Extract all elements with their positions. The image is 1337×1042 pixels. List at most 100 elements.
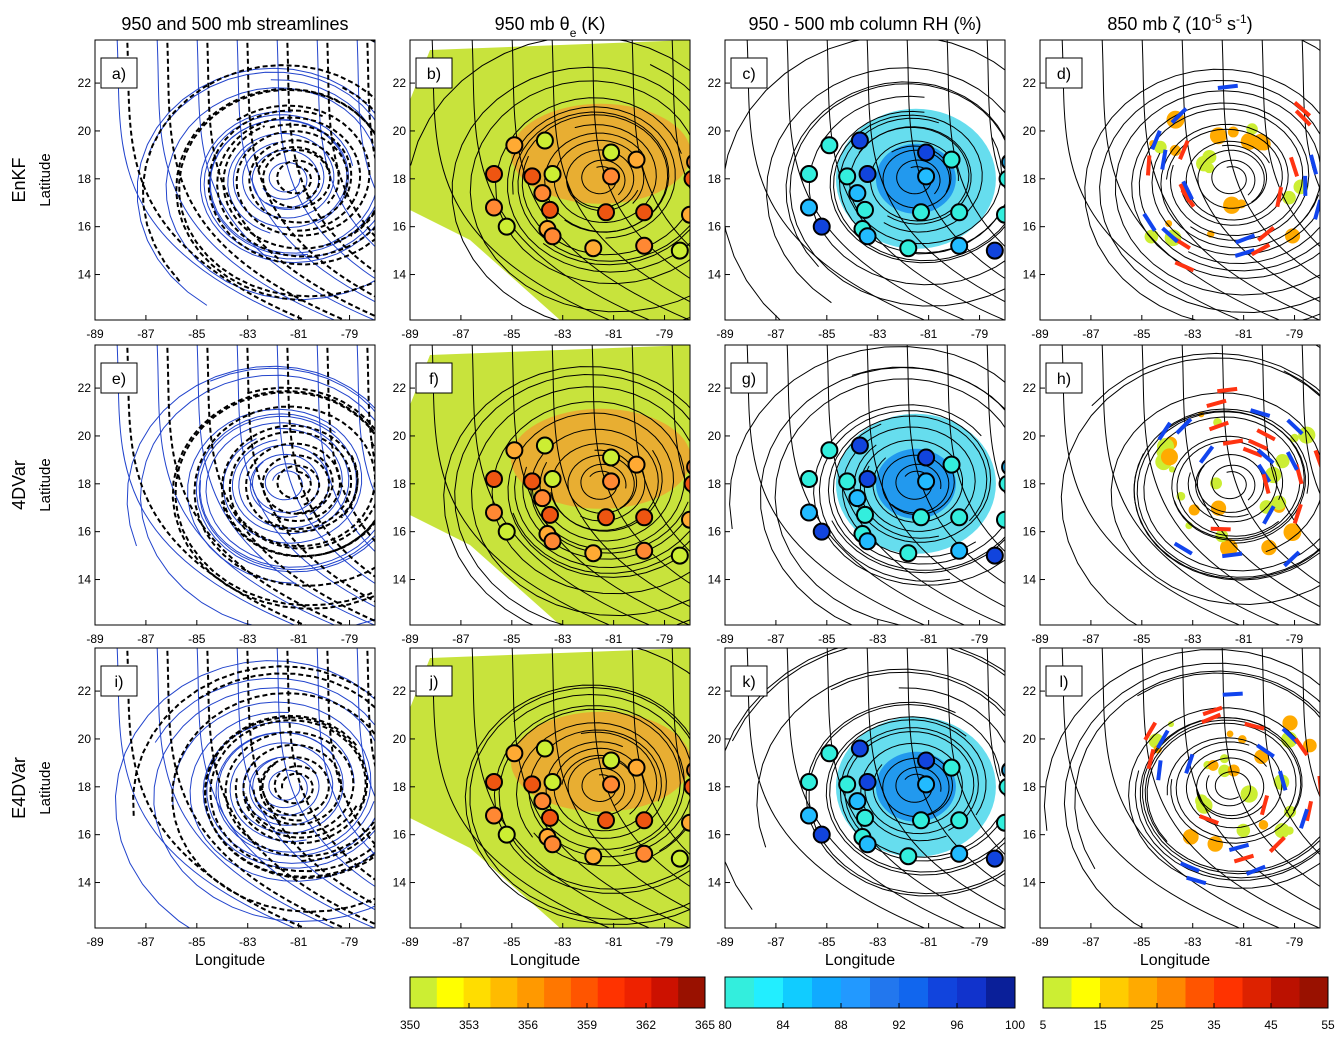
observation-site xyxy=(486,471,502,487)
column-title: 850 mb ζ (10-5 s-1) xyxy=(1107,12,1252,34)
observation-site xyxy=(542,202,558,218)
colorbar-swatch xyxy=(490,977,517,1008)
shading xyxy=(1228,765,1240,777)
observation-site xyxy=(585,240,601,256)
colorbar-tick-label: 88 xyxy=(834,1018,848,1032)
observation-site xyxy=(951,238,967,254)
panel-letter: c) xyxy=(742,66,755,83)
colorbar-swatch xyxy=(544,977,571,1008)
x-tick-label: -87 xyxy=(1082,632,1100,646)
observation-site xyxy=(918,168,934,184)
y-tick-label: 18 xyxy=(1023,172,1037,186)
panel-letter: b) xyxy=(427,66,441,83)
y-tick-label: 14 xyxy=(393,268,407,282)
observation-site xyxy=(486,505,502,521)
y-tick-label: 16 xyxy=(708,525,722,539)
observation-site xyxy=(486,808,502,824)
observation-site xyxy=(603,449,619,465)
x-tick-label: -81 xyxy=(290,632,308,646)
observation-site xyxy=(900,545,916,561)
title-text: 950 - 500 mb column RH (%) xyxy=(748,14,981,34)
title-text: s xyxy=(1222,14,1236,34)
panel xyxy=(1040,627,1337,957)
y-tick-label: 20 xyxy=(1023,732,1037,746)
y-tick-label: 16 xyxy=(393,220,407,234)
colorbar-tick-label: 35 xyxy=(1207,1018,1221,1032)
colorbar-swatch xyxy=(986,977,1016,1008)
colorbar-tick-label: 84 xyxy=(776,1018,790,1032)
x-tick-label: -81 xyxy=(1235,935,1253,949)
x-tick-label: -81 xyxy=(1235,632,1253,646)
y-tick-label: 16 xyxy=(78,828,92,842)
shading xyxy=(1259,820,1269,830)
y-tick-label: 20 xyxy=(708,124,722,138)
shading xyxy=(1275,454,1289,468)
colorbar-swatch xyxy=(841,977,871,1008)
observation-site xyxy=(1000,171,1016,187)
x-tick-label: -81 xyxy=(920,632,938,646)
x-tick-label: -83 xyxy=(554,632,572,646)
y-tick-label: 14 xyxy=(708,573,722,587)
x-tick-label: -85 xyxy=(1133,935,1151,949)
y-tick-label: 20 xyxy=(708,429,722,443)
x-tick-label: -85 xyxy=(818,632,836,646)
x-tick-label: -79 xyxy=(656,935,674,949)
observation-site xyxy=(685,779,701,795)
shading xyxy=(1189,504,1200,515)
panel xyxy=(1040,19,1337,329)
colorbar-swatch xyxy=(1072,977,1101,1008)
colorbar-swatch xyxy=(1157,977,1186,1008)
y-tick-label: 16 xyxy=(78,220,92,234)
y-tick-label: 18 xyxy=(1023,477,1037,491)
observation-site xyxy=(598,509,614,525)
y-tick-label: 22 xyxy=(393,684,407,698)
y-tick-label: 22 xyxy=(708,381,722,395)
x-tick-label: -79 xyxy=(656,327,674,341)
x-tick-label: -79 xyxy=(341,632,359,646)
x-tick-label: -83 xyxy=(869,327,887,341)
arrow xyxy=(1217,389,1237,391)
x-tick-label: -89 xyxy=(86,935,104,949)
observation-site xyxy=(900,240,916,256)
observation-site xyxy=(636,846,652,862)
observation-site xyxy=(913,812,929,828)
observation-site xyxy=(860,774,876,790)
y-tick-label: 14 xyxy=(78,268,92,282)
colorbar-swatch xyxy=(870,977,900,1008)
title-text: 950 and 500 mb streamlines xyxy=(121,14,348,34)
observation-site xyxy=(857,202,873,218)
y-tick-label: 22 xyxy=(78,381,92,395)
y-tick-label: 22 xyxy=(78,684,92,698)
observation-site xyxy=(951,509,967,525)
observation-site xyxy=(951,204,967,220)
x-axis-label: Longitude xyxy=(1140,952,1210,969)
panel-letter: g) xyxy=(742,371,756,388)
observation-site xyxy=(814,827,830,843)
y-tick-label: 20 xyxy=(1023,429,1037,443)
column-title: 950 mb θe (K) xyxy=(495,14,606,40)
colorbar-tick-label: 365 xyxy=(695,1018,715,1032)
colorbar-swatch xyxy=(437,977,464,1008)
x-tick-label: -83 xyxy=(239,632,257,646)
observation-site xyxy=(524,776,540,792)
observation-site xyxy=(534,185,550,201)
x-tick-label: -79 xyxy=(971,632,989,646)
y-tick-label: 22 xyxy=(708,684,722,698)
x-tick-label: -79 xyxy=(341,327,359,341)
observation-site xyxy=(918,144,934,160)
observation-site xyxy=(545,228,561,244)
colorbar-tick-label: 45 xyxy=(1264,1018,1278,1032)
observation-site xyxy=(918,449,934,465)
panel-letter: d) xyxy=(1057,66,1071,83)
observation-site xyxy=(918,752,934,768)
colorbar-tick-label: 96 xyxy=(950,1018,964,1032)
x-tick-label: -89 xyxy=(1031,935,1049,949)
observation-site xyxy=(852,438,868,454)
x-tick-label: -89 xyxy=(86,327,104,341)
observation-site xyxy=(672,548,688,564)
title-script: -1 xyxy=(1236,12,1247,26)
observation-site xyxy=(918,776,934,792)
x-tick-label: -83 xyxy=(869,632,887,646)
observation-site xyxy=(944,457,960,473)
observation-site xyxy=(506,442,522,458)
